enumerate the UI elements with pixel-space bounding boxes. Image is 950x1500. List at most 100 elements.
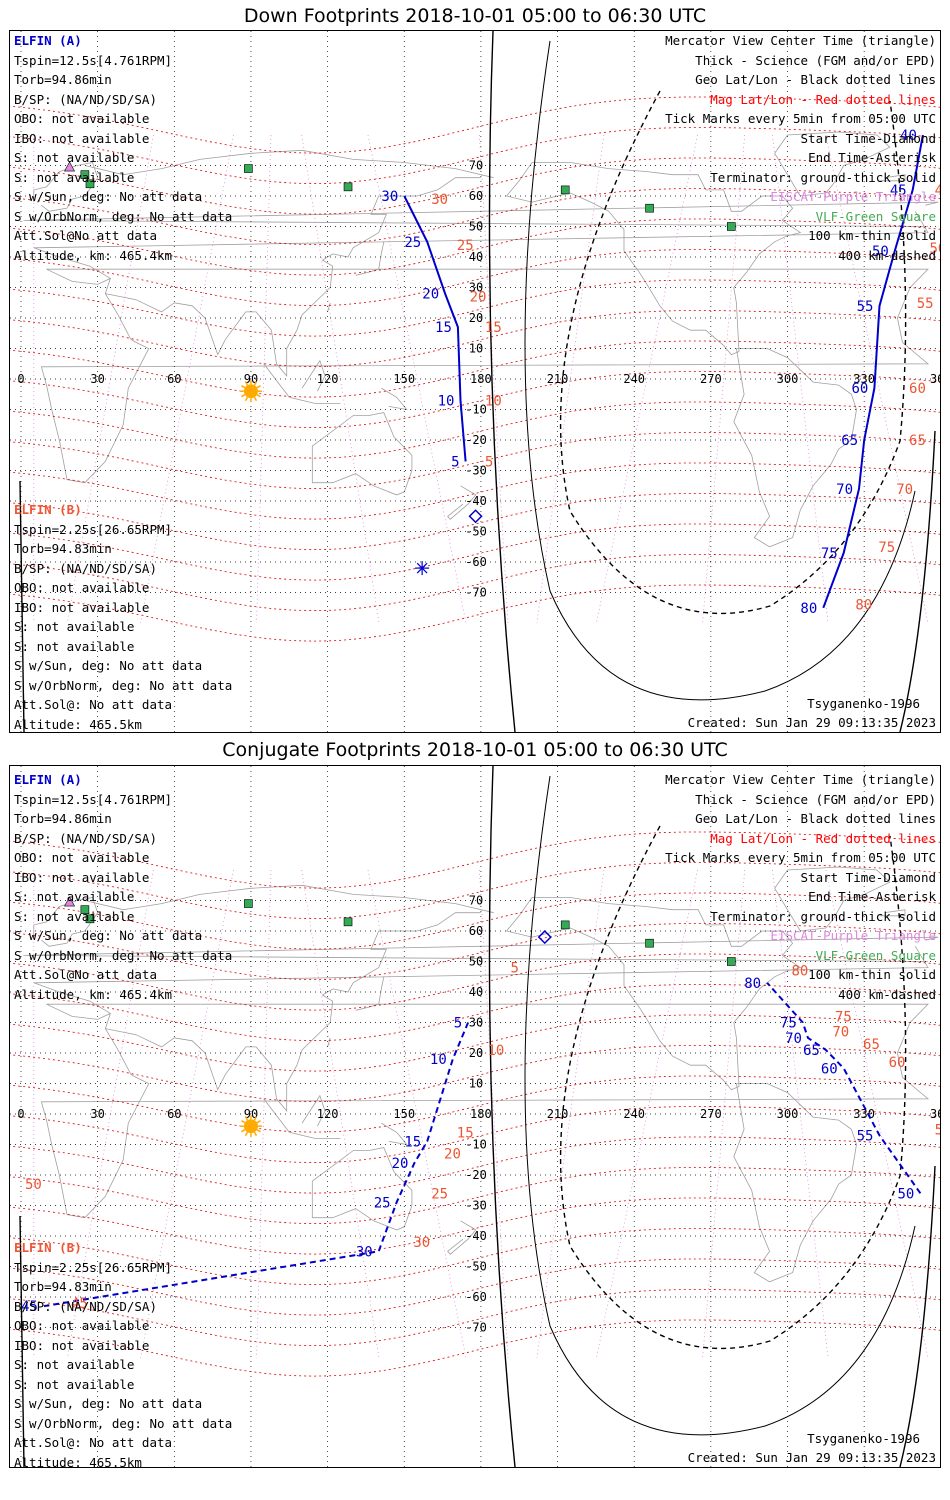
vlf-site-marker [85, 179, 95, 189]
lat-tick-label: 70 [469, 894, 483, 908]
lon-tick-label: 0 [17, 1107, 24, 1121]
sun-ray [241, 1120, 246, 1124]
vlf-site-marker [645, 203, 654, 213]
lat-tick-label: 40 [469, 250, 483, 264]
lon-tick-label: 120 [317, 372, 339, 386]
coastline [506, 897, 802, 1091]
terminator-line [488, 31, 516, 732]
elfin-a-s2: S: not available [14, 908, 135, 924]
terminator-line [19, 480, 25, 732]
lon-tick-label: 300 [777, 1107, 799, 1121]
elfin-a-time-label: 25 [404, 235, 421, 251]
lat-tick-label: 30 [469, 1016, 483, 1030]
elfin-a-time-label: 10 [430, 1052, 447, 1068]
created-timestamp: Created: Sun Jan 29 09:13:35 2023 [687, 1450, 936, 1465]
elfin-b-s-sun: S w/Sun, deg: No att data [14, 658, 203, 673]
elfin-b-info: ELFIN (B) Tspin=2.25s[26.65RPM] Torb=94.… [14, 1238, 232, 1467]
elfin-a-time-label: 55 [857, 299, 874, 315]
elfin-a-time-label: 15 [435, 320, 452, 336]
legend-start-time: Start Time-Diamond [800, 130, 936, 146]
legend-vlf: VLF-Green Square [815, 947, 936, 963]
lat-tick-label: -60 [465, 1290, 487, 1304]
legend-thick-science: Thick - Science (FGM and/or EPD) [695, 52, 936, 68]
elfin-b-time-label: 30 [413, 1235, 430, 1251]
lon-tick-label: 210 [547, 372, 569, 386]
sun-ray [253, 1131, 258, 1137]
legend-tick-marks: Tick Marks every 5min from 05:00 UTC [665, 850, 936, 865]
elfin-b-time-label: 50 [25, 1177, 42, 1193]
mag-meridian [367, 869, 467, 1359]
elfin-b-attsol: Att.Sol@: No att data [14, 697, 173, 712]
elfin-b-header: ELFIN (B) [14, 1240, 82, 1255]
vlf-site-marker [80, 170, 90, 179]
elfin-a-time-label: 45 [21, 1299, 38, 1315]
sun-ray [241, 1129, 246, 1133]
lon-tick-label: 300 [777, 372, 799, 386]
created-timestamp: Created: Sun Jan 29 09:13:35 2023 [687, 715, 936, 730]
map-legend: Mercator View Center Time (triangle) Thi… [665, 770, 936, 1004]
coastline [33, 946, 930, 1219]
elfin-a-s1: S: not available [14, 150, 135, 165]
coastline [33, 897, 99, 947]
elfin-a-time-label: 70 [836, 482, 853, 498]
mag-meridian [256, 869, 272, 1359]
coastline [327, 1037, 331, 1048]
lat-tick-label: 30 [469, 281, 483, 295]
lon-tick-label: 180 [470, 372, 492, 386]
legend-mag-grid: Mag Lat/Lon - Red dotted lines [710, 91, 936, 107]
sun-icon [243, 1119, 258, 1134]
elfin-a-time-label: 55 [857, 1128, 874, 1144]
vlf-site-marker [80, 905, 90, 914]
model-name: Tsyganenko-1996 [807, 696, 920, 711]
eiscat-site-marker [64, 161, 76, 172]
legend-mag-grid: Mag Lat/Lon - Red dotted lines [710, 830, 936, 846]
down-footprints-title: Down Footprints 2018-10-01 05:00 to 06:3… [243, 5, 707, 27]
elfin-b-time-label: 15 [485, 320, 502, 336]
elfin-b-s2: S: not available [14, 638, 135, 654]
lat-tick-label: -50 [465, 525, 487, 539]
lon-tick-label: 270 [700, 372, 722, 386]
terminator-400km [559, 90, 907, 615]
coastline [263, 363, 341, 404]
elfin-b-header: ELFIN (B) [14, 502, 82, 517]
elfin-a-time-label: 50 [872, 244, 889, 260]
coastline [33, 162, 99, 212]
legend-eiscat: EISCAT-Purple Triangle [770, 189, 936, 204]
coastline [447, 485, 477, 520]
elfin-b-time-label: 10 [485, 393, 502, 409]
coastline [263, 1098, 341, 1139]
elfin-a-time-label: 25 [374, 1195, 391, 1211]
elfin-b-torb: Torb=94.83min [14, 1279, 112, 1294]
legend-terminator: Terminator: ground-thick solid [710, 908, 936, 924]
lon-tick-label: 360 [930, 1107, 940, 1121]
elfin-b-time-label: 15 [457, 1125, 474, 1141]
elfin-b-time-label: 60 [889, 1055, 906, 1071]
coastline [879, 174, 906, 182]
lon-tick-label: 270 [700, 1107, 722, 1121]
sun-ray [253, 1116, 258, 1121]
legend-terminator: Terminator: ground-thick solid [710, 169, 936, 185]
start-diamond-marker [468, 509, 483, 524]
lat-tick-label: -50 [465, 1260, 487, 1274]
elfin-b-tspin: Tspin=2.25s[26.65RPM] [14, 521, 173, 537]
eiscat-site-marker [64, 896, 76, 907]
sun-ray [244, 381, 249, 386]
lat-tick-label: 20 [469, 1046, 483, 1060]
elfin-b-time-label: 70 [832, 1025, 849, 1041]
elfin-a-ibo: IBO: not available [14, 130, 150, 146]
coastline [381, 387, 408, 411]
elfin-b-time-label: 5 [485, 454, 493, 470]
legend-end-time: End Time-Asterisk [808, 889, 936, 904]
elfin-a-tspin: Tspin=12.5s[4.761RPM] [14, 791, 173, 807]
terminator-line [488, 766, 516, 1467]
coastline [33, 211, 930, 484]
elfin-a-s-sun: S w/Sun, deg: No att data [14, 928, 203, 943]
elfin-a-attsol: Att.Sol@No att data [14, 967, 157, 982]
sun-ray [244, 1116, 249, 1121]
lon-tick-label: 240 [623, 372, 645, 386]
elfin-a-time-label: 70 [785, 1031, 802, 1047]
satellite-track [403, 195, 467, 462]
elfin-b-s2: S: not available [14, 1376, 135, 1392]
elfin-a-time-label: 75 [780, 1016, 797, 1032]
elfin-b-s-orbnorm: S w/OrbNorm, deg: No att data [14, 677, 233, 693]
